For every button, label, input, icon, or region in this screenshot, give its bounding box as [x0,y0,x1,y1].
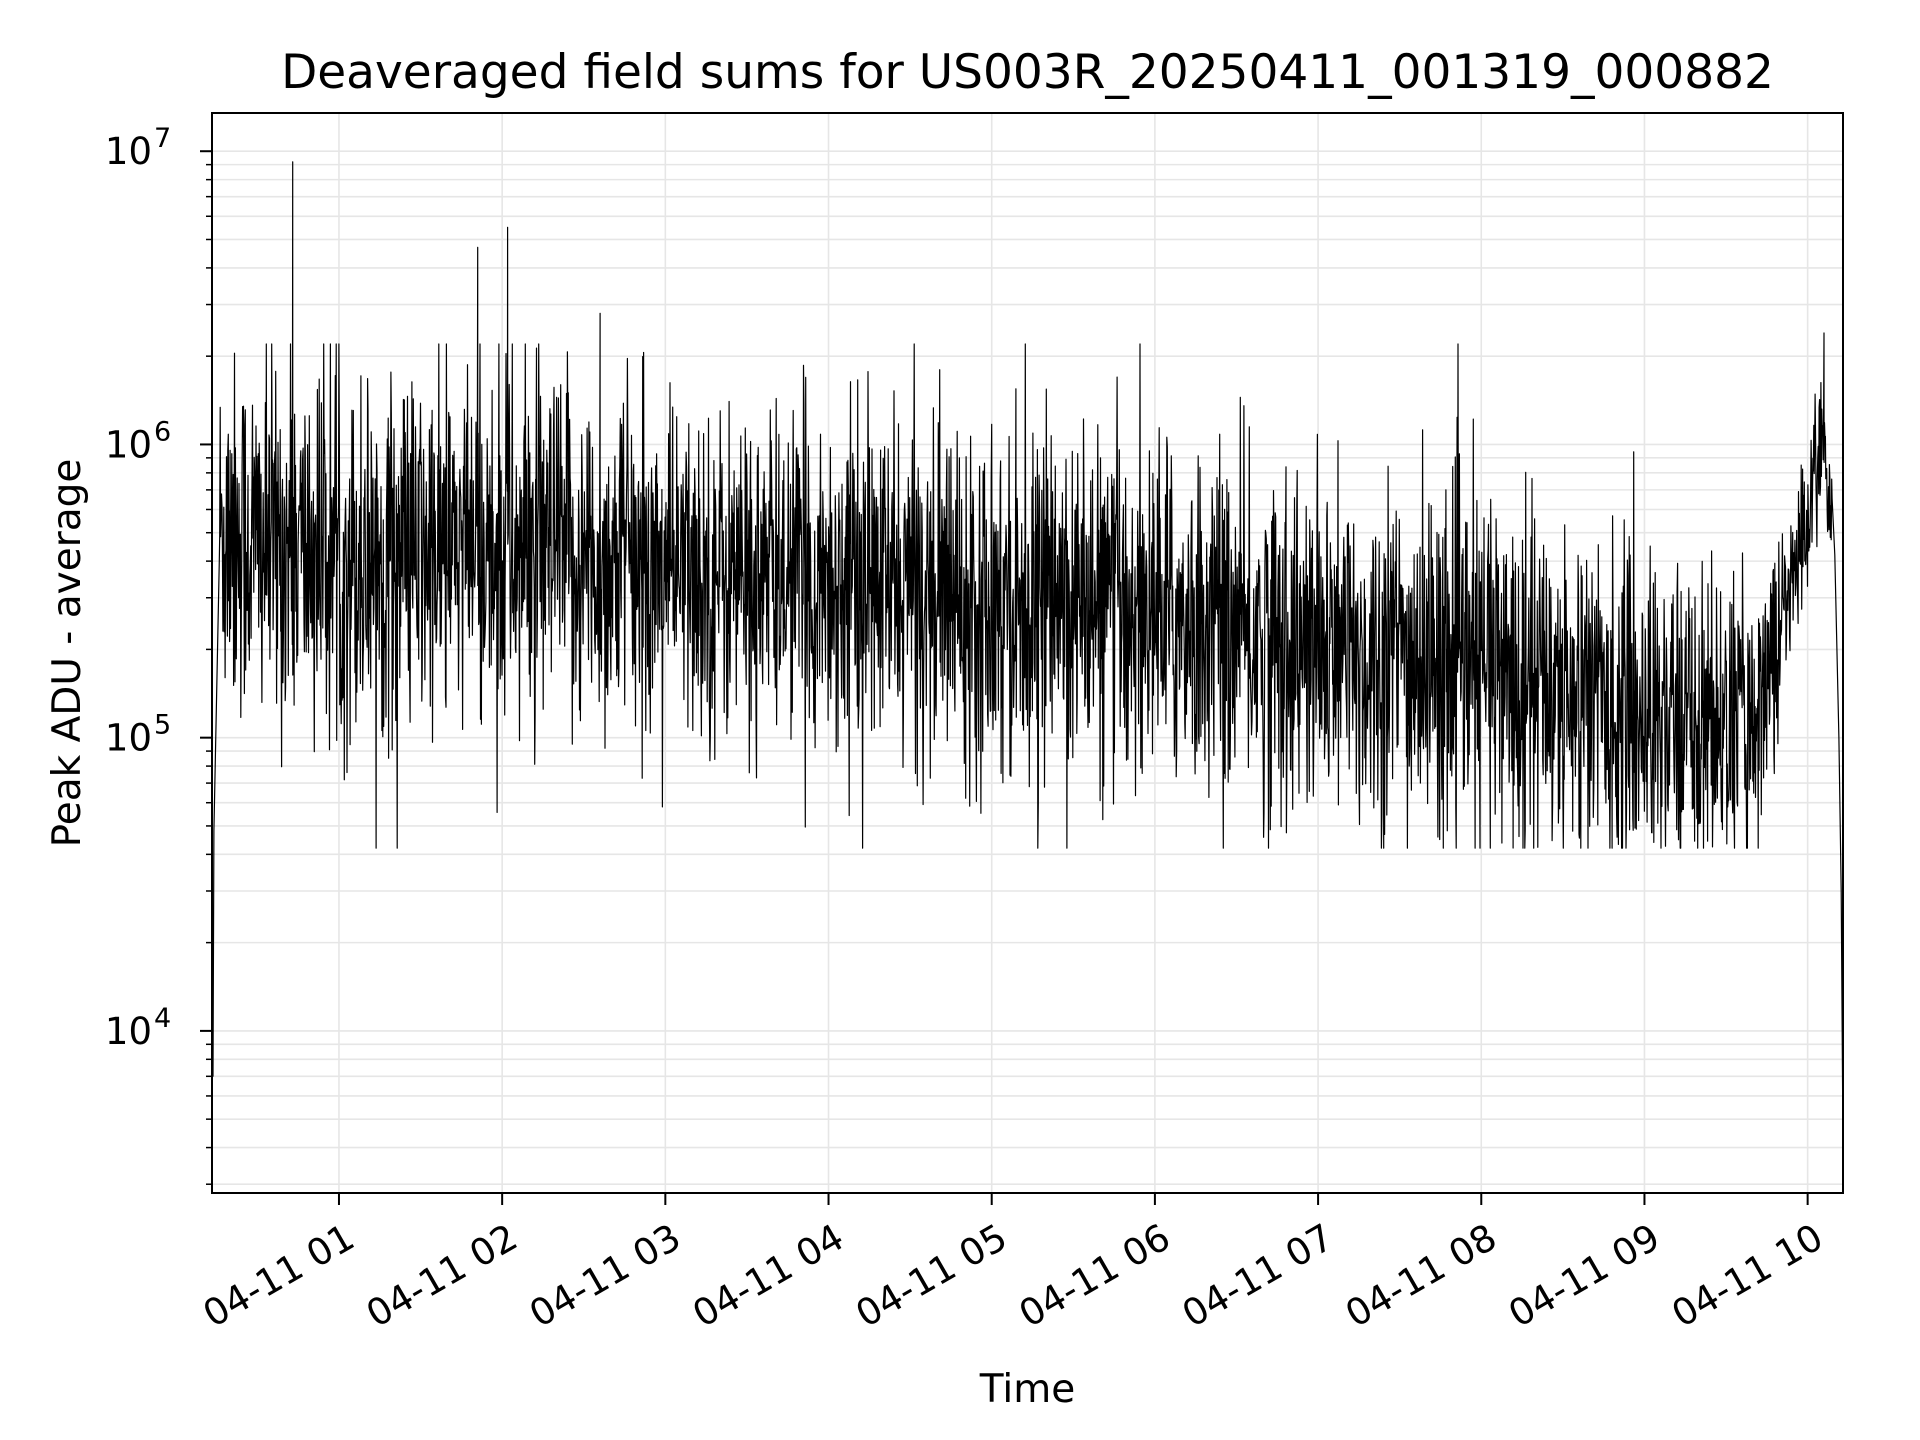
y-tick-label: 10 [105,423,152,466]
series-line [211,161,1844,1148]
plot-frame [211,112,1844,1194]
y-tick-exponent: 7 [154,123,171,154]
chart-title: Deaveraged field sums for US003R_2025041… [281,45,1774,100]
x-axis-label: Time [979,1367,1075,1412]
y-tick-label: 10 [105,130,152,173]
y-tick-exponent: 4 [154,1003,171,1034]
series-layer [211,161,1844,1148]
grid [212,113,1843,1193]
y-tick-exponent: 5 [154,710,171,741]
y-tick-label: 10 [105,717,152,760]
y-axis-label: Peak ADU - average [45,459,90,848]
y-tick-label: 10 [105,1010,152,1053]
y-tick-exponent: 6 [154,416,171,447]
